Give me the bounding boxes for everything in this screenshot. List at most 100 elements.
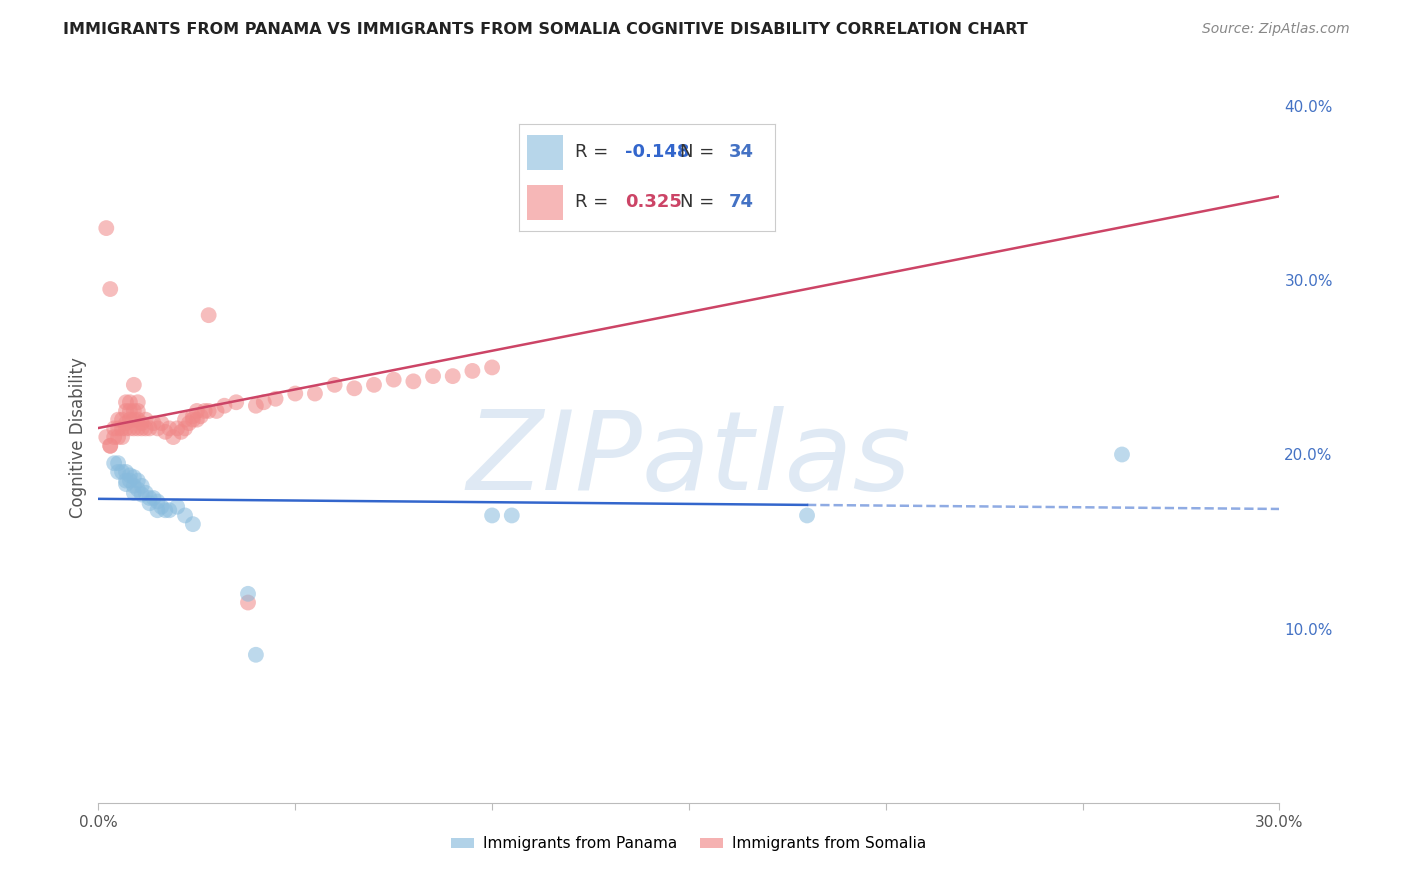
Point	[264, 392, 287, 406]
Point	[122, 470, 145, 484]
Text: 0.325: 0.325	[626, 194, 682, 211]
Point	[197, 308, 219, 322]
Point	[107, 421, 129, 435]
Point	[146, 494, 169, 508]
Point	[138, 496, 160, 510]
Point	[181, 412, 204, 426]
Text: Source: ZipAtlas.com: Source: ZipAtlas.com	[1202, 22, 1350, 37]
Point	[118, 395, 141, 409]
Point	[481, 508, 503, 523]
Point	[186, 412, 208, 426]
Point	[142, 491, 165, 505]
Point	[181, 409, 204, 424]
Text: R =: R =	[575, 194, 620, 211]
Point	[118, 468, 141, 483]
Point	[131, 416, 153, 430]
Text: R =: R =	[575, 144, 614, 161]
Point	[253, 395, 276, 409]
Point	[107, 412, 129, 426]
Point	[127, 474, 149, 488]
Text: N =: N =	[681, 144, 720, 161]
Point	[115, 395, 138, 409]
Point	[190, 409, 212, 424]
Point	[118, 421, 141, 435]
Point	[135, 412, 157, 426]
Y-axis label: Cognitive Disability: Cognitive Disability	[69, 357, 87, 517]
Point	[181, 517, 204, 532]
Point	[304, 386, 326, 401]
Point	[796, 508, 818, 523]
Point	[186, 404, 208, 418]
Point	[146, 503, 169, 517]
Point	[115, 477, 138, 491]
Text: ZIPatlas: ZIPatlas	[467, 406, 911, 513]
Point	[142, 416, 165, 430]
Text: 34: 34	[728, 144, 754, 161]
Point	[481, 360, 503, 375]
Point	[170, 425, 193, 439]
Point	[107, 430, 129, 444]
Point	[1111, 448, 1133, 462]
Point	[205, 404, 228, 418]
Point	[115, 474, 138, 488]
Point	[115, 416, 138, 430]
Point	[177, 416, 200, 430]
Point	[115, 421, 138, 435]
Point	[146, 421, 169, 435]
Point	[162, 430, 184, 444]
Point	[245, 648, 267, 662]
Point	[127, 421, 149, 435]
Point	[382, 373, 405, 387]
Point	[118, 404, 141, 418]
Point	[157, 503, 180, 517]
Point	[157, 421, 180, 435]
Point	[122, 412, 145, 426]
Point	[402, 375, 425, 389]
Text: N =: N =	[681, 194, 720, 211]
Point	[115, 404, 138, 418]
Point	[343, 381, 366, 395]
Point	[103, 430, 125, 444]
Point	[122, 421, 145, 435]
Point	[197, 404, 219, 418]
Point	[501, 508, 523, 523]
Point	[135, 421, 157, 435]
Point	[127, 412, 149, 426]
Text: 74: 74	[728, 194, 754, 211]
Point	[150, 416, 173, 430]
Point	[174, 508, 197, 523]
Point	[166, 421, 188, 435]
Text: -0.148: -0.148	[626, 144, 690, 161]
Point	[155, 503, 177, 517]
Point	[363, 377, 385, 392]
Point	[150, 500, 173, 514]
Legend: Immigrants from Panama, Immigrants from Somalia: Immigrants from Panama, Immigrants from …	[446, 830, 932, 857]
Point	[98, 282, 121, 296]
Point	[122, 479, 145, 493]
Point	[284, 386, 307, 401]
Point	[441, 369, 464, 384]
Point	[236, 595, 259, 609]
Point	[96, 221, 118, 235]
Point	[131, 421, 153, 435]
Point	[107, 465, 129, 479]
Point	[323, 377, 346, 392]
Point	[127, 395, 149, 409]
Point	[599, 169, 621, 183]
Point	[245, 399, 267, 413]
Point	[103, 456, 125, 470]
Point	[115, 465, 138, 479]
Bar	[527, 185, 562, 220]
Point	[98, 439, 121, 453]
Point	[135, 485, 157, 500]
Point	[127, 404, 149, 418]
Point	[166, 500, 188, 514]
Point	[138, 491, 160, 505]
Point	[118, 412, 141, 426]
Point	[111, 430, 134, 444]
Point	[461, 364, 484, 378]
Point	[111, 421, 134, 435]
Point	[174, 412, 197, 426]
Point	[96, 430, 118, 444]
Point	[225, 395, 247, 409]
